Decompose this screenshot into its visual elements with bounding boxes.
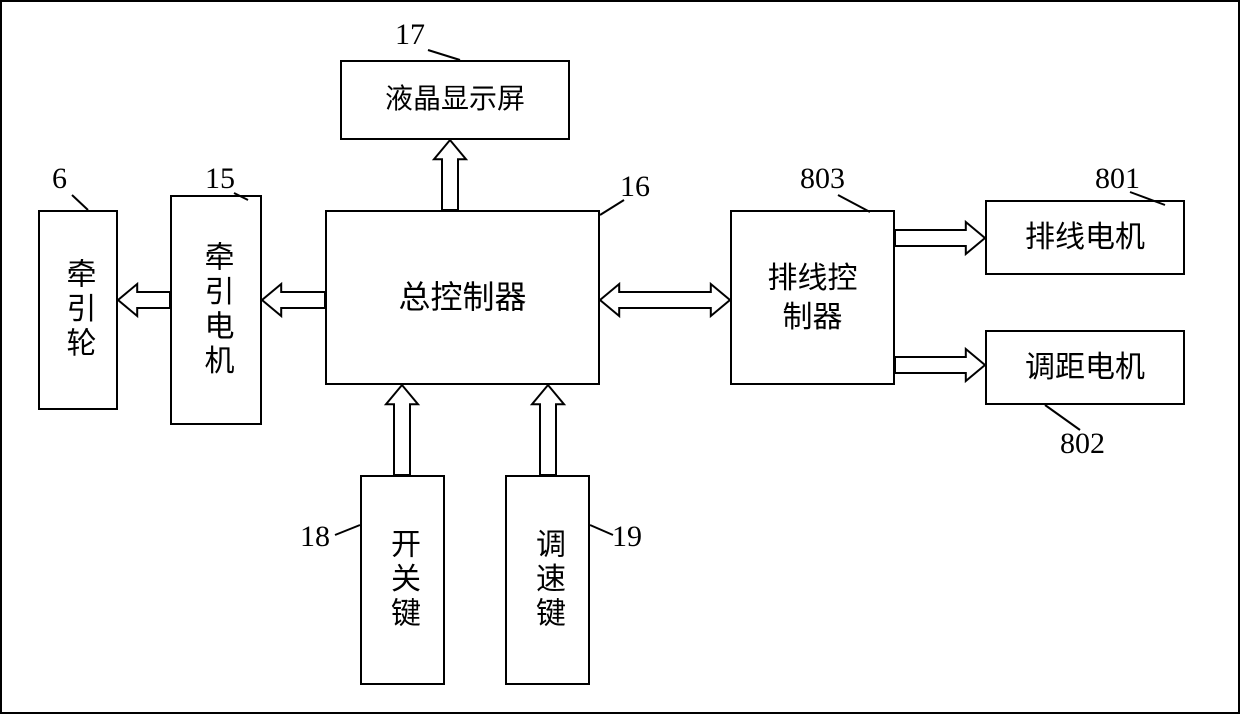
node-pitch-motor: 调距电机 bbox=[985, 330, 1185, 405]
ref-number-802: 802 bbox=[1060, 427, 1105, 461]
ref-number-6: 6 bbox=[52, 162, 67, 196]
node-main-controller: 总控制器 bbox=[325, 210, 600, 385]
node-label: 排线电机 bbox=[1025, 218, 1145, 257]
node-label: 总控制器 bbox=[398, 277, 526, 319]
ref-number-803: 803 bbox=[800, 162, 845, 196]
ref-number-17: 17 bbox=[395, 18, 425, 52]
node-switch-key: 开关键 bbox=[360, 475, 445, 685]
ref-number-801: 801 bbox=[1095, 162, 1140, 196]
node-label: 开关键 bbox=[383, 528, 422, 632]
ref-number-18: 18 bbox=[300, 520, 330, 554]
node-cable-controller: 排线控制器 bbox=[730, 210, 895, 385]
node-label: 牵引轮 bbox=[59, 258, 98, 362]
node-lcd: 液晶显示屏 bbox=[340, 60, 570, 140]
ref-number-19: 19 bbox=[612, 520, 642, 554]
node-cable-motor: 排线电机 bbox=[985, 200, 1185, 275]
ref-number-16: 16 bbox=[620, 170, 650, 204]
ref-number-15: 15 bbox=[205, 162, 235, 196]
node-label: 排线控制器 bbox=[768, 259, 858, 337]
node-traction-motor: 牵引电机 bbox=[170, 195, 262, 425]
node-speed-key: 调速键 bbox=[505, 475, 590, 685]
node-label: 牵引电机 bbox=[197, 241, 236, 379]
node-label: 调速键 bbox=[528, 528, 567, 632]
node-label: 调距电机 bbox=[1025, 348, 1145, 387]
node-label: 液晶显示屏 bbox=[385, 82, 525, 118]
node-traction-wheel: 牵引轮 bbox=[38, 210, 118, 410]
